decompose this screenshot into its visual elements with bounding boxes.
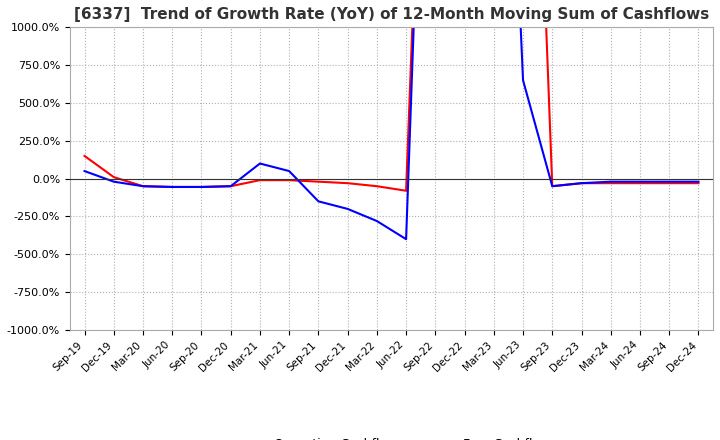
- Operating Cashflow: [665, 180, 673, 186]
- Free Cashflow: [606, 179, 615, 184]
- Operating Cashflow: [402, 188, 410, 194]
- Operating Cashflow: [226, 183, 235, 189]
- Operating Cashflow: [372, 183, 381, 189]
- Free Cashflow: [577, 180, 586, 186]
- Operating Cashflow: [256, 177, 264, 183]
- Legend: Operating Cashflow, Free Cashflow: Operating Cashflow, Free Cashflow: [228, 433, 556, 440]
- Free Cashflow: [548, 183, 557, 189]
- Free Cashflow: [402, 237, 410, 242]
- Free Cashflow: [314, 199, 323, 204]
- Free Cashflow: [109, 179, 118, 184]
- Free Cashflow: [518, 77, 527, 83]
- Operating Cashflow: [694, 180, 703, 186]
- Operating Cashflow: [197, 184, 206, 190]
- Operating Cashflow: [168, 184, 176, 190]
- Operating Cashflow: [548, 183, 557, 189]
- Free Cashflow: [226, 183, 235, 189]
- Free Cashflow: [636, 179, 644, 184]
- Line: Operating Cashflow: Operating Cashflow: [84, 0, 698, 191]
- Free Cashflow: [256, 161, 264, 166]
- Free Cashflow: [168, 184, 176, 190]
- Free Cashflow: [665, 179, 673, 184]
- Operating Cashflow: [285, 177, 294, 183]
- Title: [6337]  Trend of Growth Rate (YoY) of 12-Month Moving Sum of Cashflows: [6337] Trend of Growth Rate (YoY) of 12-…: [74, 7, 709, 22]
- Operating Cashflow: [343, 180, 352, 186]
- Free Cashflow: [343, 206, 352, 212]
- Operating Cashflow: [606, 180, 615, 186]
- Line: Free Cashflow: Free Cashflow: [84, 0, 698, 239]
- Operating Cashflow: [577, 180, 586, 186]
- Operating Cashflow: [314, 179, 323, 184]
- Operating Cashflow: [636, 180, 644, 186]
- Operating Cashflow: [109, 175, 118, 180]
- Free Cashflow: [197, 184, 206, 190]
- Free Cashflow: [694, 179, 703, 184]
- Operating Cashflow: [80, 153, 89, 158]
- Free Cashflow: [80, 169, 89, 174]
- Free Cashflow: [372, 218, 381, 224]
- Operating Cashflow: [139, 183, 148, 189]
- Free Cashflow: [285, 169, 294, 174]
- Free Cashflow: [139, 183, 148, 189]
